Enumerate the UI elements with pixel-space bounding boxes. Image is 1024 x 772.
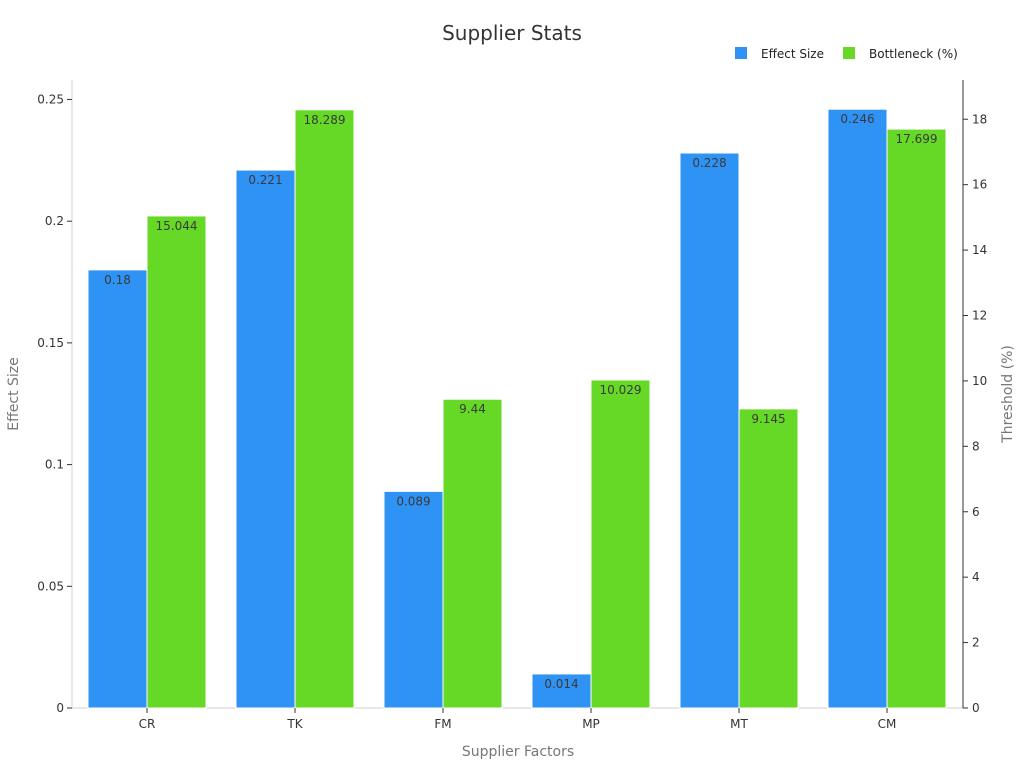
legend-swatch-effect-size — [735, 47, 747, 59]
x-tick-label-tk: TK — [286, 717, 303, 731]
left-y-tick-label: 0.15 — [37, 336, 64, 350]
bar-data-label: 9.145 — [751, 412, 785, 426]
left-y-axis-title: Effect Size — [6, 357, 22, 430]
bar-cm-effect-size — [827, 108, 888, 709]
bar-mt-bottleneck — [738, 408, 799, 709]
left-y-tick-label: 0 — [56, 701, 64, 715]
bar-cr-bottleneck — [146, 215, 207, 709]
bar-data-labels: 0.18 15.044 0.221 18.289 0.089 9.44 0.014 10.02… — [104, 112, 937, 691]
legend: Effect Size Bottleneck (%) — [735, 47, 958, 61]
right-y-tick-label: 2 — [972, 636, 980, 650]
bar-tk-bottleneck — [294, 109, 355, 709]
bar-data-label: 0.18 — [104, 273, 131, 287]
left-y-tick-label: 0.2 — [45, 214, 64, 228]
bar-cm-bottleneck — [886, 128, 947, 709]
chart-title: Supplier Stats — [442, 21, 582, 45]
x-tick-label-cr: CR — [139, 717, 156, 731]
bar-data-label: 0.228 — [692, 156, 726, 170]
x-tick-label-mp: MP — [582, 717, 600, 731]
x-ticks: CR TK FM MP MT CM — [139, 708, 897, 731]
bar-fm-bottleneck — [442, 398, 503, 709]
right-y-tick-label: 8 — [972, 439, 980, 453]
bar-data-label: 0.089 — [396, 494, 430, 508]
x-axis-title: Supplier Factors — [462, 744, 574, 760]
x-tick-label-cm: CM — [878, 717, 897, 731]
bar-cr-effect-size — [87, 269, 148, 709]
left-y-tick-label: 0.1 — [45, 458, 64, 472]
bar-data-label: 9.44 — [459, 402, 486, 416]
right-y-tick-label: 16 — [972, 178, 987, 192]
bar-data-label: 0.014 — [544, 677, 578, 691]
right-y-tick-label: 6 — [972, 505, 980, 519]
left-y-tick-label: 0.05 — [37, 579, 64, 593]
left-y-ticks: 0 0.05 0.1 0.15 0.2 0.25 — [37, 92, 72, 715]
legend-label-bottleneck: Bottleneck (%) — [869, 47, 958, 61]
bar-data-label: 17.699 — [896, 132, 938, 146]
bar-mp-effect-size — [531, 673, 592, 709]
x-tick-label-mt: MT — [730, 717, 748, 731]
left-y-tick-label: 0.25 — [37, 92, 64, 106]
right-y-tick-label: 14 — [972, 243, 987, 257]
right-y-ticks: 0 2 4 6 8 10 12 14 16 18 — [963, 112, 987, 715]
bar-data-label: 10.029 — [600, 383, 642, 397]
bar-mp-bottleneck — [590, 379, 651, 709]
legend-label-effect-size: Effect Size — [761, 47, 824, 61]
bar-data-label: 15.044 — [156, 219, 198, 233]
bar-tk-effect-size — [235, 169, 296, 709]
legend-swatch-bottleneck — [843, 47, 855, 59]
bars — [87, 108, 947, 709]
right-y-tick-label: 10 — [972, 374, 987, 388]
right-y-tick-label: 0 — [972, 701, 980, 715]
right-y-tick-label: 4 — [972, 570, 980, 584]
bar-fm-effect-size — [383, 490, 444, 709]
bar-data-label: 0.246 — [840, 112, 874, 126]
bar-mt-effect-size — [679, 152, 740, 709]
bar-data-label: 0.221 — [248, 173, 282, 187]
bar-data-label: 18.289 — [304, 113, 346, 127]
x-tick-label-fm: FM — [434, 717, 451, 731]
right-y-axis-title: Threshold (%) — [1000, 345, 1016, 444]
right-y-tick-label: 12 — [972, 309, 987, 323]
right-y-tick-label: 18 — [972, 112, 987, 126]
